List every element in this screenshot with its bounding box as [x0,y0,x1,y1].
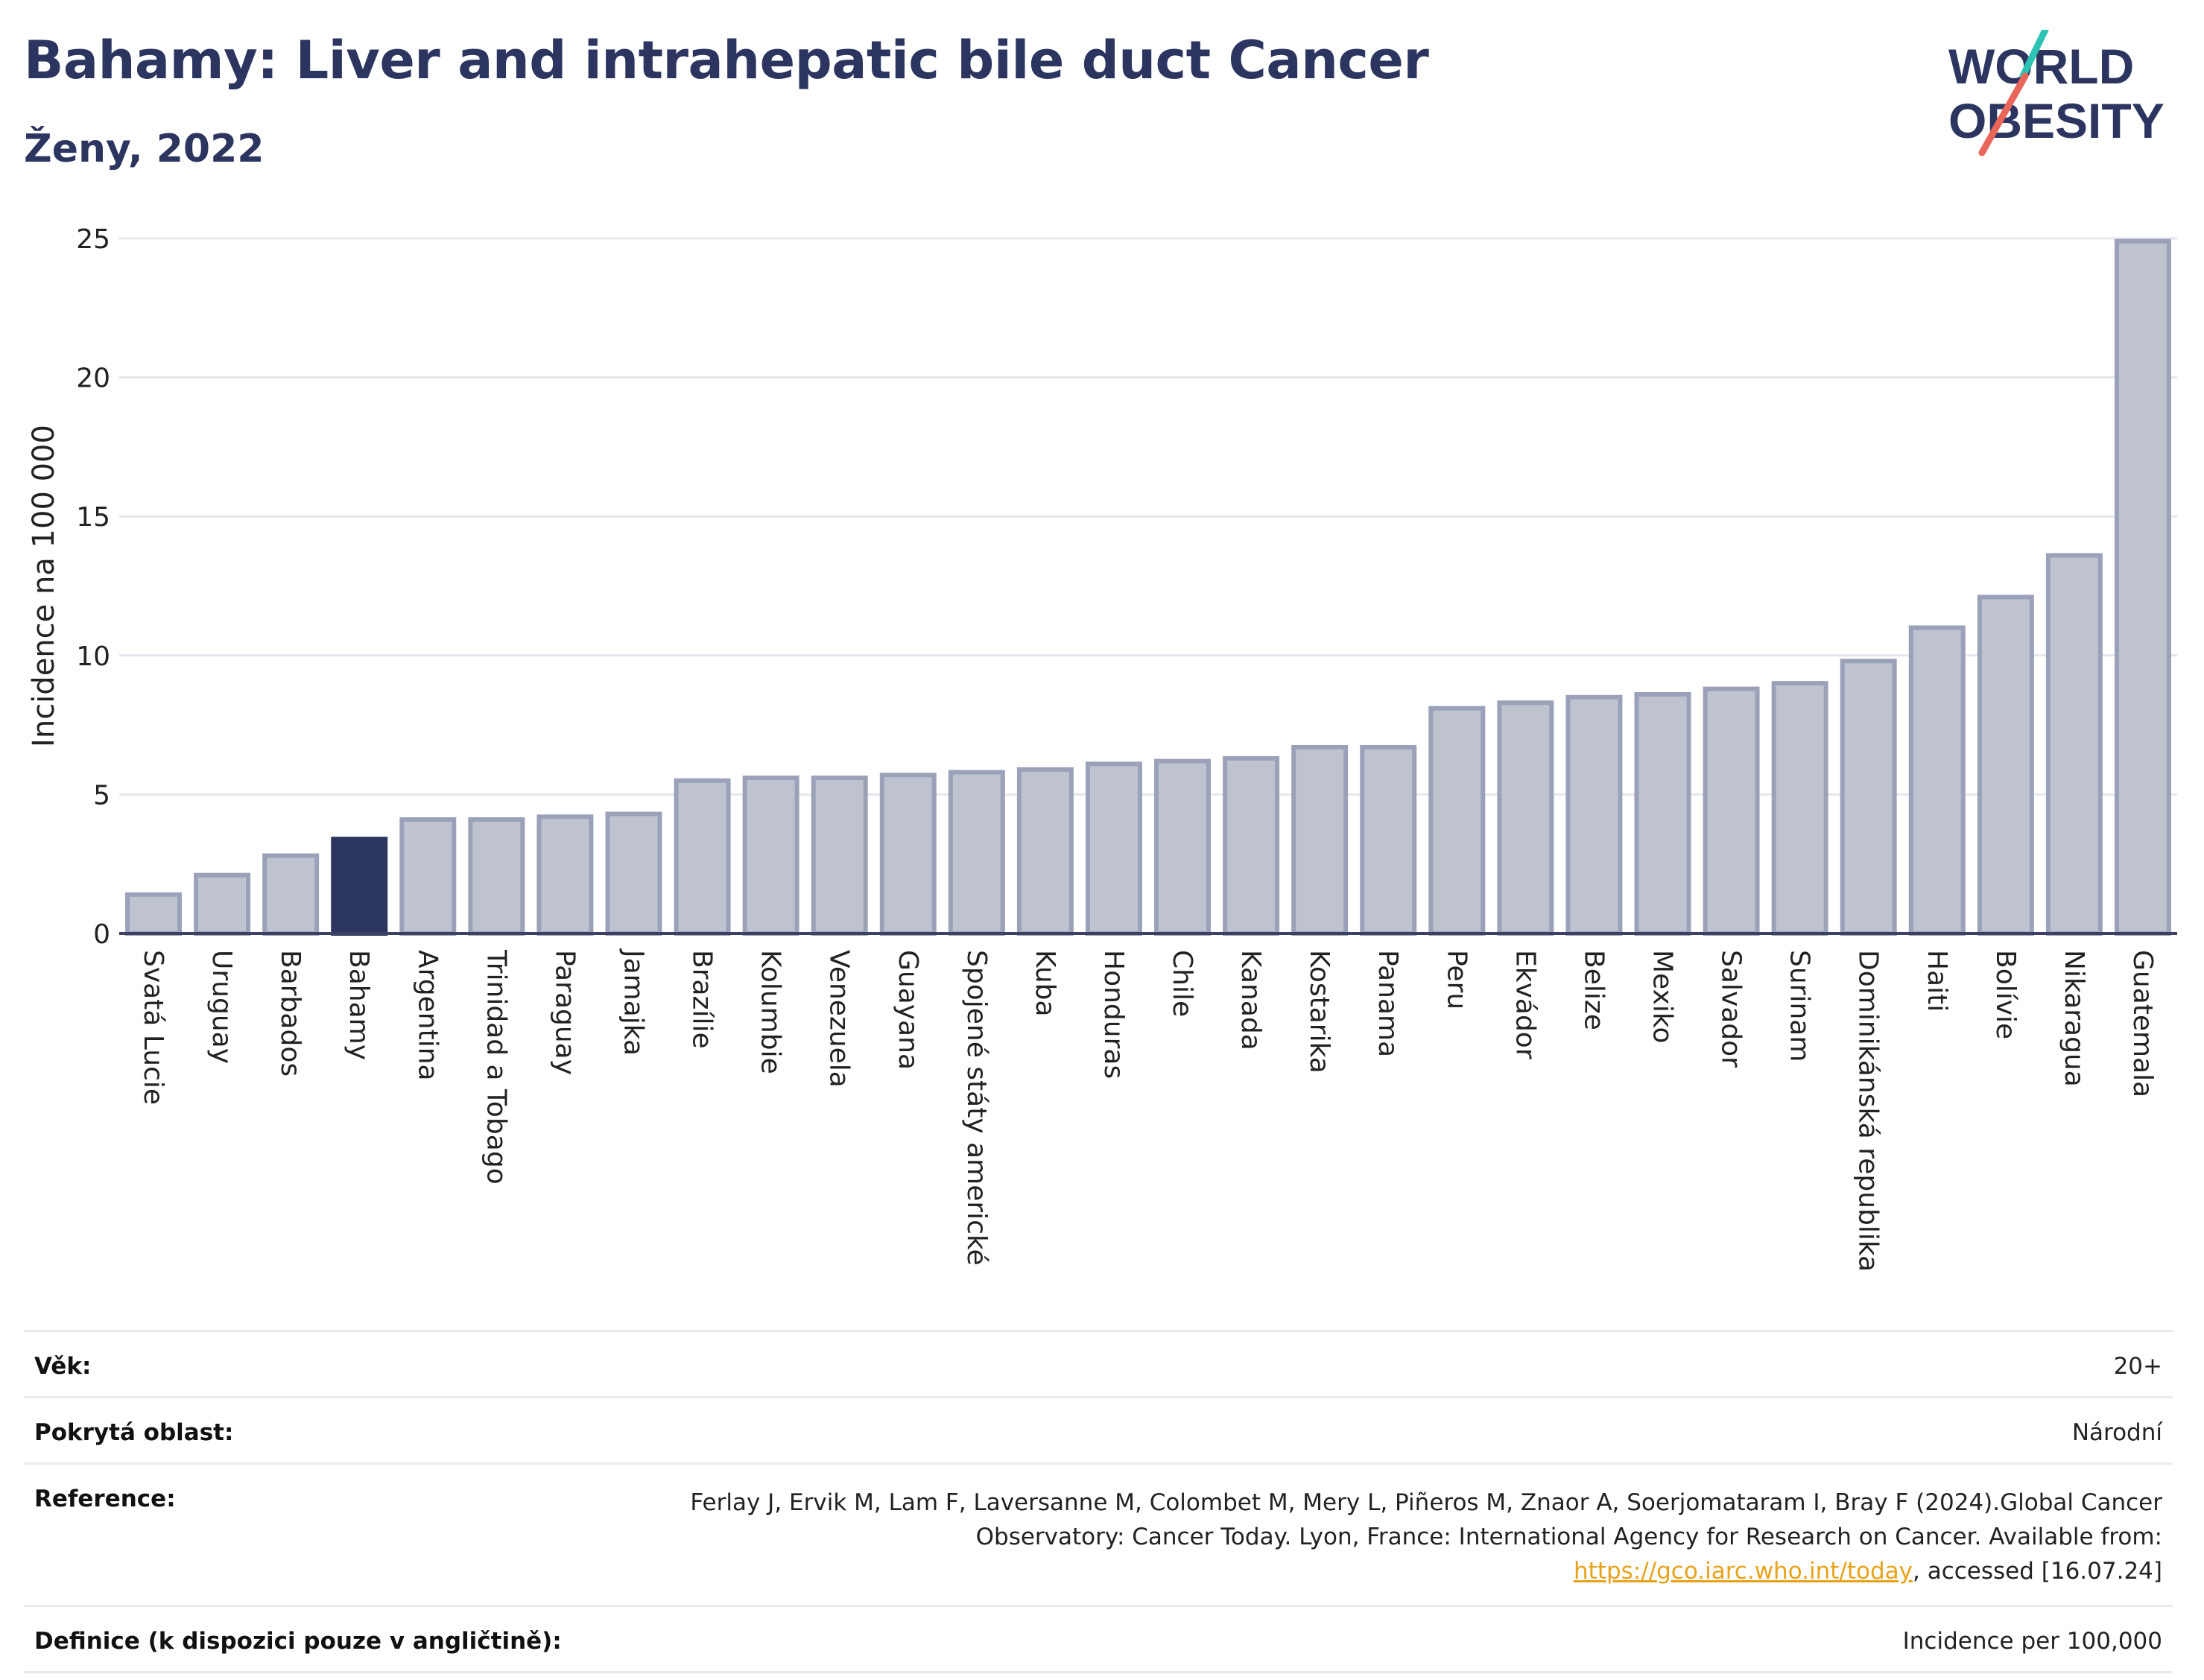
y-tick-label: 5 [93,780,110,811]
bar-panama [1360,744,1417,936]
logo-line-2: OBESITY [1948,93,2165,148]
x-tick-label: Mexiko [1647,950,1678,1043]
bar-trinidad-a-tobago [468,817,525,936]
bar-venezuela [811,776,868,936]
axes: 0 5 10 15 20 25 Svatá Lucie Uruguay Barbados Baha… [76,224,2177,1272]
x-tick-label: Paraguay [549,950,580,1075]
bar-kanada [1223,755,1280,936]
x-tick-label: Guatemala [2127,950,2158,1097]
metadata-table: Věk: 20+ Pokrytá oblast: Národní Referen… [24,1330,2173,1673]
x-tick-label: Uruguay [206,950,237,1064]
x-tick-label: Salvador [1716,950,1747,1068]
x-tick-label: Kuba [1030,950,1060,1017]
x-tick-label: Belize [1578,950,1609,1030]
x-tick-label: Barbados [275,950,305,1077]
reference-accessed: , accessed [16.07.24] [1912,1558,2162,1585]
bar-spojené-státy-americké [948,770,1005,936]
bar-kostarika [1291,744,1349,936]
x-tick-label: Kanada [1235,950,1266,1050]
bar-surinam [1771,681,1828,936]
logo-slash-coral [1978,72,2029,156]
bar-argentina [399,817,457,936]
definition-label: Definice (k dispozici pouze v angličtině… [34,1628,562,1655]
x-tick-label: Nikaragua [2059,950,2089,1087]
x-tick-label: Bahamy [343,950,374,1060]
bar-barbados [262,853,320,936]
bar-haiti [1908,625,1966,936]
bar-paraguay [536,814,594,936]
y-tick-label: 15 [76,502,110,533]
bar-honduras [1085,761,1142,936]
age-label: Věk: [34,1353,92,1380]
x-tick-label: Ekvádor [1510,950,1540,1059]
bar-bahamy [331,837,388,936]
bar-chile [1154,758,1212,936]
area-label: Pokrytá oblast: [34,1419,234,1446]
y-tick-label: 0 [93,919,110,950]
bar-kuba [1016,767,1074,936]
x-tick-label: Peru [1441,950,1472,1009]
bar-chart: 0 5 10 15 20 25 Svatá Lucie Uruguay Barbados Baha… [27,224,2177,1272]
x-tick-label: Argentina [412,950,443,1081]
x-tick-label: Panama [1372,950,1403,1057]
x-tick-label: Bolívie [1990,950,2021,1039]
x-tick-label: Trinidad a Tobago [481,949,511,1185]
bars [125,238,2171,936]
x-tick-label: Kostarika [1304,950,1334,1074]
x-tick-label: Dominikánská republika [1853,950,1884,1272]
chart-subtitle: Ženy, 2022 [24,127,265,171]
x-tick-label: Guayana [893,950,923,1070]
bar-bolívie [1977,595,2034,936]
x-tick-label: Surinam [1785,950,1815,1062]
reference-label: Reference: [34,1486,176,1512]
x-tick-label: Jamajka [618,948,649,1056]
gridlines [119,237,2177,796]
bar-guayana [879,773,937,936]
logo-slash-teal [2019,30,2049,80]
x-tick-label: Brazílie [687,950,718,1049]
bar-peru [1428,706,1486,936]
x-tick-label: Honduras [1098,950,1129,1079]
x-tick-label: Venezuela [824,950,855,1088]
definition-value: Incidence per 100,000 [1902,1628,2162,1655]
y-tick-label: 10 [76,641,110,672]
reference-link[interactable]: https://gco.iarc.who.int/today [1574,1558,1913,1585]
meta-row-area: Pokrytá oblast: Národní [24,1396,2173,1462]
reference-value: Ferlay J, Ervik M, Lam F, Laversanne M, … [635,1486,2162,1588]
x-tick-label: Svatá Lucie [138,950,168,1105]
y-axis-label: Incidence na 100 000 [27,425,61,747]
bar-belize [1565,694,1623,936]
y-tick-label: 20 [76,364,110,394]
bar-kolumbie [742,776,799,936]
bar-nikaragua [2045,553,2103,936]
bar-jamajka [605,811,662,936]
age-value: 20+ [2113,1353,2162,1380]
meta-row-age: Věk: 20+ [24,1330,2173,1396]
x-tick-label: Spojené státy americké [961,950,992,1266]
bar-uruguay [194,872,251,936]
area-value: Národní [2071,1419,2162,1446]
meta-row-definition: Definice (k dispozici pouze v angličtině… [24,1605,2173,1673]
x-tick-label: Haiti [1922,950,1952,1012]
bar-dominikánská-republika [1840,659,1897,936]
y-tick-label: 25 [76,224,110,255]
bar-salvador [1703,686,1760,936]
x-tick-label: Chile [1167,950,1197,1017]
meta-row-reference: Reference: Ferlay J, Ervik M, Lam F, Lav… [24,1462,2173,1605]
chart-title: Bahamy: Liver and intrahepatic bile duct… [24,30,1429,91]
bar-mexiko [1634,692,1691,936]
bar-guatemala [2114,238,2171,936]
logo-line-1: WORLD [1948,39,2134,94]
reference-text: Ferlay J, Ervik M, Lam F, Laversanne M, … [690,1489,2162,1550]
bar-svatá-lucie [125,892,183,936]
bar-brazílie [674,778,731,936]
bar-ekvádor [1497,700,1554,936]
x-tick-label: Kolumbie [756,950,786,1074]
world-obesity-logo: WORLD OBESITY [1948,30,2165,156]
